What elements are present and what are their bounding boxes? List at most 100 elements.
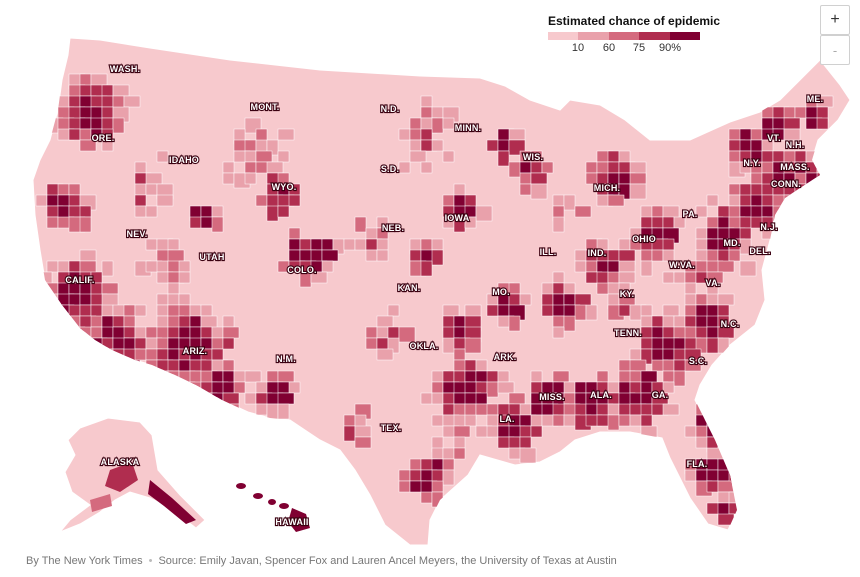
county-cell (101, 348, 114, 361)
county-cell (519, 293, 532, 306)
county-cell (255, 403, 268, 416)
county-cell (211, 205, 224, 218)
state-label: WYO. (272, 182, 297, 192)
county-cell (156, 260, 169, 273)
county-cell (475, 392, 488, 405)
county-cell (35, 282, 48, 295)
county-cell (387, 304, 400, 317)
zoom-in-button[interactable]: + (820, 5, 850, 35)
county-cell (178, 271, 191, 284)
zoom-out-button[interactable]: - (820, 35, 850, 65)
county-cell (673, 348, 686, 361)
county-cell (508, 128, 526, 141)
state-label: DEL. (749, 246, 770, 256)
county-cell (442, 447, 455, 460)
county-cell (112, 117, 125, 134)
county-cell (134, 337, 147, 350)
county-cell (552, 194, 565, 207)
county-cell (640, 403, 653, 416)
county-cell (101, 304, 114, 317)
county-cell (112, 315, 125, 328)
county-cell (409, 128, 422, 141)
county-cell (266, 370, 279, 383)
county-cell (255, 194, 268, 207)
county-cell (46, 315, 64, 328)
county-cell (541, 161, 554, 174)
state-label: KAN. (398, 283, 421, 293)
county-cell (211, 370, 224, 383)
county-cell (266, 161, 284, 174)
county-cell (673, 315, 686, 328)
county-cell (706, 403, 719, 416)
county-cell (420, 128, 433, 141)
county-cell (431, 491, 444, 508)
county-cell (717, 469, 735, 482)
county-cell (486, 381, 499, 398)
county-cell (167, 282, 180, 295)
county-cell (156, 348, 169, 361)
county-cell (618, 260, 636, 273)
county-cell (46, 293, 59, 306)
county-cell (596, 370, 609, 383)
state-label: NEV. (127, 229, 148, 239)
county-cell (211, 403, 229, 416)
footer-byline: By The New York Times (26, 555, 143, 567)
state-label: PA. (683, 209, 698, 219)
county-cell (90, 359, 108, 372)
county-cell (706, 326, 719, 339)
state-label: W.VA. (669, 260, 695, 270)
county-cell (552, 315, 565, 328)
county-cell (563, 392, 576, 405)
county-cell (486, 425, 499, 438)
state-label: N.H. (786, 140, 805, 150)
state-label: WASH. (110, 64, 141, 74)
county-cell (750, 172, 763, 185)
county-cell (640, 249, 653, 262)
county-cell (156, 337, 169, 350)
county-cell (574, 304, 587, 321)
state-label: OKLA. (410, 341, 439, 351)
county-cell (178, 359, 191, 372)
county-cell (365, 326, 378, 339)
state-label: LA. (499, 414, 514, 424)
county-cell (475, 205, 493, 222)
county-cell (277, 392, 295, 405)
county-cell (453, 436, 466, 449)
legend-color-bar (548, 32, 701, 40)
county-cell (717, 337, 730, 354)
county-cell (805, 194, 818, 207)
county-cell (673, 271, 686, 284)
county-cell (453, 315, 466, 328)
county-cell (750, 194, 763, 207)
county-cell (662, 403, 680, 416)
county-cell (640, 304, 653, 317)
county-cell (464, 414, 477, 427)
county-cell (90, 326, 103, 339)
state-label: VT. (767, 133, 781, 143)
county-cell (442, 370, 455, 383)
county-cell (376, 337, 389, 350)
county-cell (68, 194, 81, 207)
county-cell (222, 315, 235, 328)
county-cell (717, 260, 735, 273)
county-cell (552, 370, 570, 383)
county-cell (662, 271, 675, 284)
county-cell (640, 260, 653, 277)
county-cell (574, 205, 592, 218)
county-cell (453, 326, 466, 339)
county-cell (431, 106, 444, 119)
county-cell (464, 216, 477, 229)
county-cell (233, 381, 246, 394)
county-cell (442, 150, 455, 163)
county-cell (717, 425, 730, 438)
county-cell (816, 172, 829, 185)
legend-tick-75: 75 (632, 42, 646, 54)
county-cell (805, 150, 818, 163)
county-cell (431, 480, 444, 493)
county-cell (805, 183, 823, 196)
county-cell (79, 205, 92, 218)
county-cell (68, 95, 81, 108)
county-cell (409, 458, 422, 471)
county-cell (607, 249, 620, 262)
county-cell (717, 216, 730, 229)
